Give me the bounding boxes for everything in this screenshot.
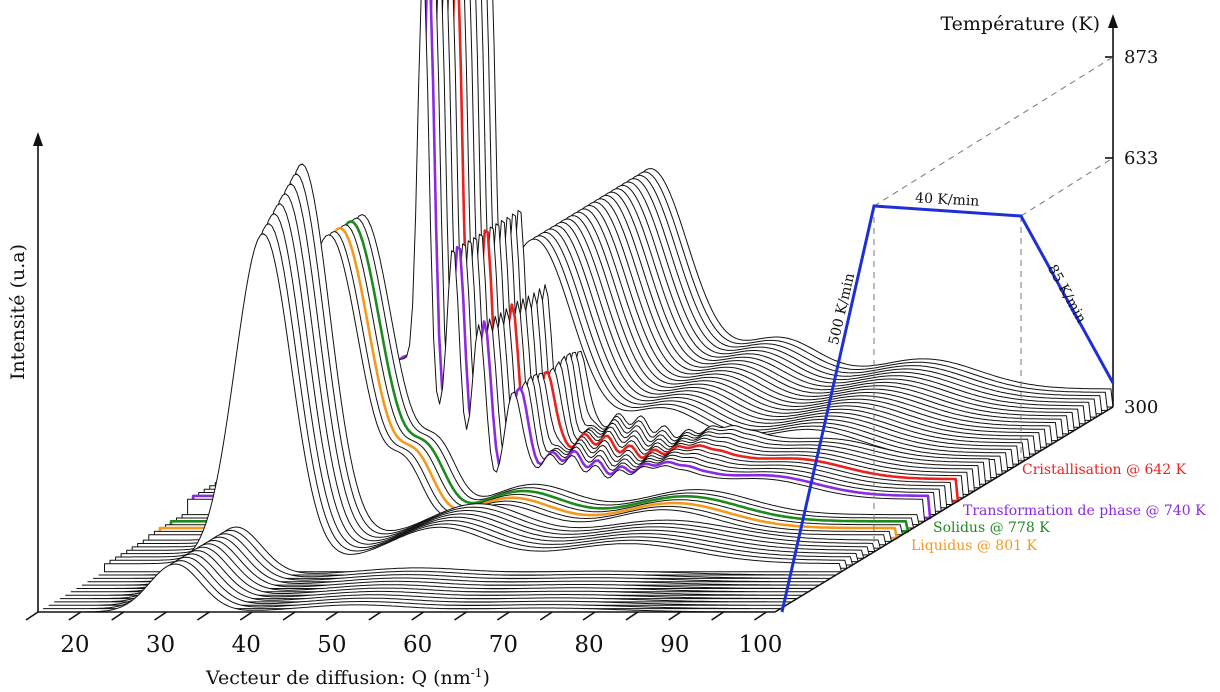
temperature-tick-label-873: 873 xyxy=(1124,47,1158,68)
x-axis-title: Vecteur de diffusion: Q (nm-1) xyxy=(205,666,490,688)
x-tick-labels: 20 30 40 50 60 70 80 90 100 xyxy=(60,632,782,658)
x-tick-marks xyxy=(25,611,767,621)
temperature-axis-title: Température (K) xyxy=(940,13,1100,35)
x-tick-20 xyxy=(68,611,82,621)
x-tick-15 xyxy=(25,611,39,621)
x-tick-90 xyxy=(668,611,682,621)
guide-873-left xyxy=(873,56,1114,207)
x-tick-25 xyxy=(111,611,125,621)
guide-633-right xyxy=(1020,157,1114,217)
x-tick-label-100: 100 xyxy=(738,632,782,658)
x-tick-55 xyxy=(368,611,382,621)
temperature-profile-line xyxy=(780,204,1115,613)
x-tick-label-70: 70 xyxy=(489,632,518,658)
scan-curves xyxy=(37,0,1114,613)
x-tick-label-30: 30 xyxy=(146,632,175,658)
x-tick-65 xyxy=(454,611,467,621)
x-tick-85 xyxy=(625,611,639,621)
temperature-axis-arrow-icon xyxy=(1108,14,1118,28)
x-tick-label-80: 80 xyxy=(574,632,603,658)
scan-label-phase-transformation: Transformation de phase @ 740 K xyxy=(963,503,1206,519)
x-tick-label-60: 60 xyxy=(403,632,432,658)
scan-label-crystallisation: Cristallisation @ 642 K xyxy=(1022,462,1187,478)
x-tick-75 xyxy=(539,611,553,621)
x-tick-label-90: 90 xyxy=(660,632,689,658)
temperature-depth-axis xyxy=(774,406,1114,613)
x-tick-100 xyxy=(753,611,767,621)
y-axis-arrow-icon xyxy=(33,132,43,146)
temperature-tick-label-633: 633 xyxy=(1124,148,1158,169)
rate-label-cooling: 85 K/min xyxy=(1044,262,1089,326)
x-tick-35 xyxy=(196,611,210,621)
x-tick-60 xyxy=(411,611,425,621)
scan-label-liquidus: Liquidus @ 801 K xyxy=(911,538,1037,554)
x-tick-70 xyxy=(496,611,510,621)
x-tick-50 xyxy=(325,611,339,621)
rate-label-hold: 40 K/min xyxy=(915,190,980,209)
x-tick-80 xyxy=(582,611,596,621)
scan-curve xyxy=(37,563,776,613)
x-tick-40 xyxy=(239,611,253,621)
rate-label-heating: 500 K/min xyxy=(826,272,858,347)
x-tick-label-20: 20 xyxy=(60,632,89,658)
temperature-tick-label-300: 300 xyxy=(1124,397,1158,418)
x-tick-45 xyxy=(282,611,296,621)
scan-label-solidus: Solidus @ 778 K xyxy=(933,520,1050,536)
scan-curve xyxy=(104,233,842,573)
x-tick-label-40: 40 xyxy=(232,632,261,658)
x-tick-95 xyxy=(711,611,725,621)
x-tick-30 xyxy=(154,611,167,621)
x-tick-label-50: 50 xyxy=(317,632,346,658)
y-axis-title: Intensité (u.a) xyxy=(7,244,29,380)
